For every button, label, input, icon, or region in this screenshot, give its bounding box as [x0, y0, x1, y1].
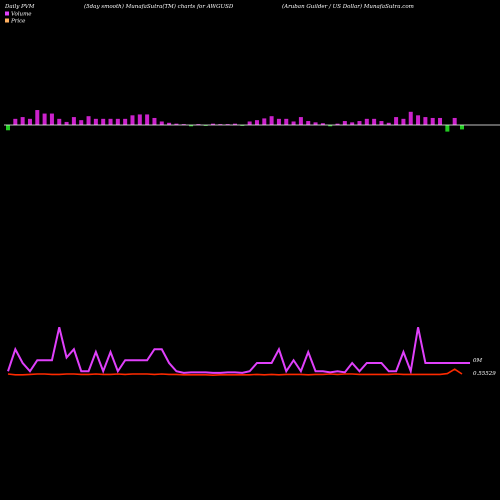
header-right: (Aruban Guilder / US Dollar) MunafaSutra…: [282, 3, 414, 10]
pvm-bar: [298, 117, 303, 125]
pvm-bar: [276, 118, 281, 125]
pvm-bar: [394, 117, 399, 125]
pvm-bar: [247, 121, 252, 125]
legend-swatch-price: [5, 18, 9, 23]
pvm-bar: [159, 121, 164, 125]
header-left: Daily PVM: [4, 4, 35, 10]
pvm-bar: [350, 122, 355, 125]
pvm-bar: [438, 117, 443, 125]
pvm-bar: [262, 118, 267, 125]
pvm-bar: [379, 121, 384, 125]
pvm-bar: [108, 118, 113, 125]
pvm-bar: [101, 118, 106, 125]
pvm-bar: [130, 115, 135, 125]
pvm-bar: [174, 123, 179, 125]
pvm-bar: [342, 121, 347, 125]
pvm-bar: [196, 124, 201, 125]
pvm-bar: [137, 114, 142, 125]
pvm-bar: [372, 118, 377, 125]
pvm-bar: [189, 125, 194, 127]
pvm-bar: [408, 111, 413, 125]
pvm-bar: [35, 110, 40, 125]
pvm-bar: [328, 125, 333, 127]
pvm-bar: [86, 116, 91, 125]
volume-line: [7, 327, 470, 376]
pvm-bar: [181, 124, 186, 125]
pvm-bar: [313, 122, 318, 125]
pvm-bar: [49, 113, 54, 125]
volume-axis-label: 0M: [473, 358, 482, 364]
pvm-bar: [145, 114, 150, 125]
pvm-bar: [386, 122, 391, 125]
pvm-bar: [57, 118, 62, 125]
pvm-bar: [423, 117, 428, 125]
pvm-bar: [93, 118, 98, 125]
pvm-bar: [240, 125, 245, 126]
pvm-bar: [6, 125, 10, 131]
pvm-bar: [416, 115, 421, 125]
pvm-bar: [291, 121, 296, 125]
price-axis-label: 0.55529: [473, 371, 496, 377]
header-middle: (5day smooth) MunafaSutra(TM) charts for…: [84, 3, 234, 10]
pvm-bar: [233, 123, 237, 125]
pvm-bar: [167, 122, 172, 125]
pvm-bar: [364, 118, 369, 125]
pvm-bar: [320, 123, 325, 125]
pvm-bar: [218, 124, 223, 125]
pvm-bar: [152, 117, 157, 125]
pvm-bar: [460, 125, 464, 130]
pvm-bar: [306, 121, 311, 125]
pvm-bar: [254, 120, 259, 125]
pvm-bar: [203, 125, 208, 126]
pvm-bar: [211, 123, 216, 125]
pvm-bar: [269, 116, 274, 125]
pvm-bar: [13, 118, 18, 125]
pvm-bar: [335, 123, 340, 125]
pvm-bar: [225, 124, 230, 125]
legend-label-volume: Volume: [11, 12, 32, 18]
pvm-bar: [401, 118, 406, 125]
pvm-bar: [27, 118, 32, 125]
pvm-bar: [123, 118, 128, 125]
pvm-bar: [42, 113, 47, 125]
pvm-bar: [79, 120, 84, 125]
pvm-bars: [6, 110, 464, 132]
pvm-bar: [452, 117, 457, 125]
legend-swatch-volume: [5, 11, 9, 16]
pvm-bar: [71, 117, 76, 125]
pvm-bar: [357, 121, 362, 125]
pvm-bar: [115, 118, 120, 125]
pvm-bar: [20, 117, 25, 125]
pvm-bar: [284, 118, 289, 125]
legend-label-price: Price: [10, 19, 26, 25]
pvm-bar: [430, 117, 435, 125]
price-line: [7, 368, 463, 377]
pvm-bar: [445, 125, 450, 132]
pvm-bar: [64, 121, 69, 125]
